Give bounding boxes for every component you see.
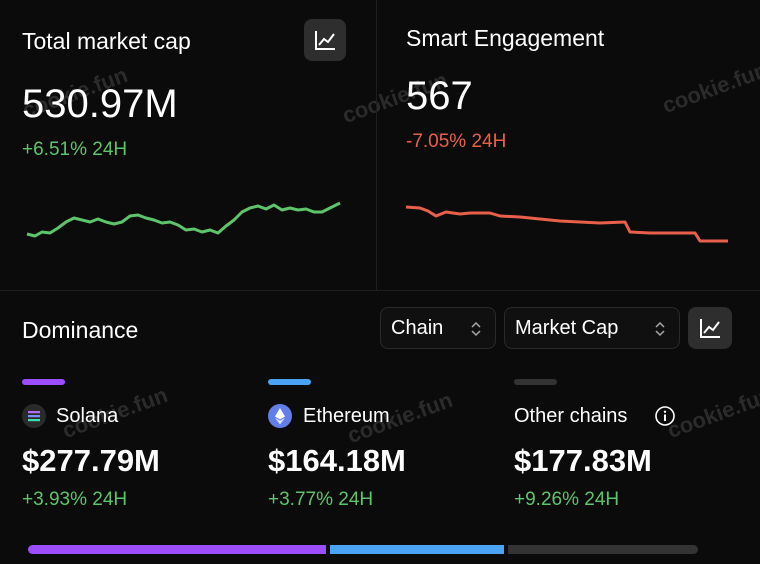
- chart-icon: [700, 319, 720, 338]
- chevron: [655, 321, 665, 337]
- card-change: +3.93% 24H: [22, 489, 128, 510]
- card-change: +3.77% 24H: [268, 489, 374, 510]
- card-change: +9.26% 24H: [514, 489, 620, 510]
- card-name: Ethereum: [303, 405, 390, 427]
- chart-button[interactable]: [688, 307, 732, 349]
- dominance-segment: [508, 545, 698, 554]
- engagement-value: 567: [406, 74, 473, 118]
- market-cap-change: +6.51% 24H: [22, 139, 128, 160]
- card-accent: [268, 379, 311, 385]
- engagement-change: -7.05% 24H: [406, 131, 507, 152]
- dominance-segment: [28, 545, 326, 554]
- section-title: Dominance: [22, 317, 139, 343]
- select-label: Chain: [391, 316, 444, 339]
- card-accent: [22, 379, 65, 385]
- card-name: Other chains: [514, 405, 628, 427]
- info-icon[interactable]: [654, 405, 676, 427]
- ethereum-icon: [268, 404, 292, 428]
- chain-select[interactable]: Chain: [380, 307, 496, 349]
- select-label: Market Cap: [515, 316, 619, 339]
- card-name: Solana: [56, 405, 119, 427]
- panel-title: Total market cap: [22, 28, 191, 54]
- watermark: cookie.fun: [663, 381, 760, 444]
- sparkline: [26, 201, 341, 238]
- panel-title: Smart Engagement: [406, 25, 605, 51]
- solana-icon: [22, 404, 46, 428]
- card-accent: [514, 379, 557, 385]
- chevron: [471, 321, 481, 337]
- divider: [0, 290, 760, 291]
- sparkline: [405, 205, 728, 243]
- market-cap-value: 530.97M: [22, 82, 178, 126]
- card-value: $277.79M: [22, 443, 160, 478]
- dominance-segment: [330, 545, 504, 554]
- card-value: $177.83M: [514, 443, 652, 478]
- chart-icon: [315, 31, 335, 50]
- chart-button[interactable]: [304, 19, 346, 61]
- metric-select[interactable]: Market Cap: [504, 307, 680, 349]
- divider: [376, 0, 377, 290]
- card-value: $164.18M: [268, 443, 406, 478]
